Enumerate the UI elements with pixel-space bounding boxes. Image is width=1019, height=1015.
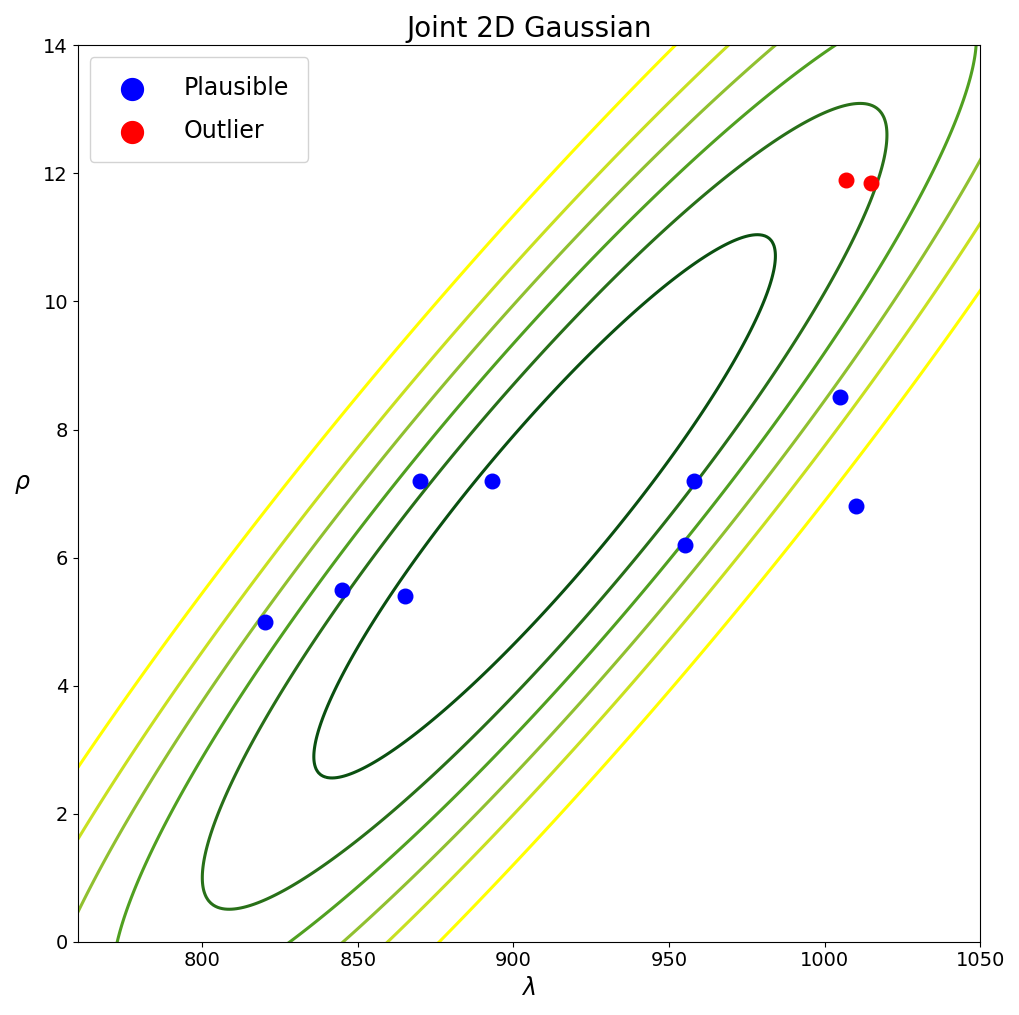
Plausible [396,588,413,604]
Title: Joint 2D Gaussian: Joint 2D Gaussian [406,15,651,43]
Plausible [334,582,351,598]
Plausible [832,390,848,406]
Plausible [685,473,701,489]
Outlier [862,175,878,191]
Legend: Plausible, Outlier: Plausible, Outlier [90,57,308,161]
Y-axis label: ρ: ρ [15,470,30,493]
Plausible [412,473,428,489]
X-axis label: λ: λ [522,976,536,1000]
Plausible [847,498,863,515]
Plausible [676,537,692,553]
Outlier [838,172,854,188]
Plausible [483,473,499,489]
Plausible [256,613,272,629]
